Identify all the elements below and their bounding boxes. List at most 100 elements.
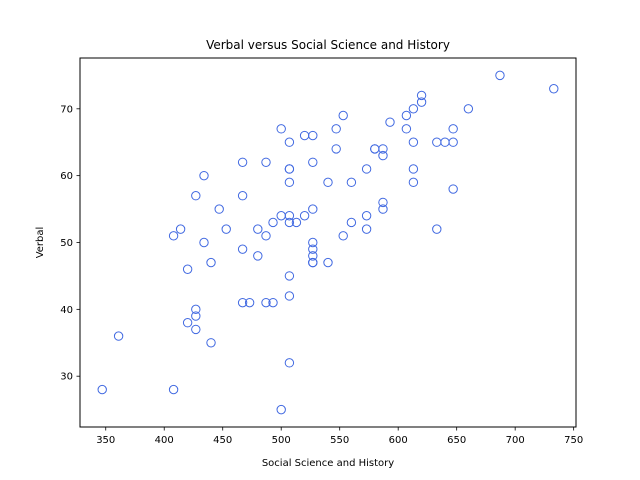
x-tick-label: 450	[213, 435, 232, 446]
data-point	[432, 224, 442, 234]
data-point	[299, 211, 310, 221]
x-tick-label: 400	[155, 435, 174, 446]
data-point	[276, 124, 286, 134]
data-point	[244, 297, 255, 308]
data-point	[416, 97, 427, 107]
y-tick-label: 70	[60, 104, 73, 115]
data-point	[401, 110, 412, 121]
data-point	[463, 104, 474, 114]
x-tick-label: 500	[272, 435, 291, 446]
data-point	[284, 137, 295, 147]
data-point	[323, 177, 333, 188]
data-point	[361, 211, 372, 221]
chart-title: Verbal versus Social Science and History	[206, 38, 450, 52]
data-point	[261, 297, 271, 308]
data-point	[191, 304, 201, 315]
data-point	[401, 124, 412, 134]
data-point	[221, 224, 231, 234]
data-point	[408, 164, 419, 174]
data-point	[378, 197, 388, 208]
data-point	[408, 137, 419, 147]
data-point	[308, 204, 318, 214]
data-point	[308, 157, 318, 167]
data-point	[385, 117, 395, 127]
data-point	[284, 271, 295, 281]
data-point	[284, 217, 295, 228]
data-point	[378, 144, 388, 154]
x-tick-label: 350	[96, 435, 115, 446]
data-point	[299, 130, 310, 141]
x-tick-label: 600	[389, 435, 408, 446]
data-point	[261, 157, 271, 167]
data-point	[261, 231, 271, 241]
data-point	[113, 331, 124, 341]
data-point	[253, 251, 263, 261]
data-point	[182, 264, 193, 274]
data-point	[268, 217, 278, 228]
data-point	[448, 124, 458, 134]
data-point	[276, 211, 286, 221]
data-point	[168, 231, 179, 241]
data-point	[331, 144, 341, 154]
data-point	[378, 204, 388, 214]
data-point	[97, 384, 107, 395]
plot-frame	[79, 57, 577, 428]
data-point	[308, 237, 318, 248]
data-point	[448, 184, 458, 194]
data-point	[361, 224, 372, 234]
data-point	[408, 104, 419, 114]
data-point	[308, 130, 318, 141]
x-tick-label: 550	[330, 435, 349, 446]
y-tick-label: 50	[60, 238, 73, 249]
data-point	[495, 70, 505, 81]
data-point	[370, 144, 380, 154]
data-point	[253, 224, 263, 234]
data-point	[338, 110, 348, 121]
axis-labels: Social Science and History Verbal	[35, 227, 394, 469]
data-point	[206, 338, 216, 348]
data-point	[432, 137, 442, 147]
data-point	[199, 170, 209, 181]
data-point	[346, 217, 357, 228]
data-point	[182, 318, 193, 328]
data-point	[284, 358, 295, 368]
x-axis-label: Social Science and History	[262, 458, 394, 469]
data-point	[276, 404, 286, 415]
data-point	[440, 137, 450, 147]
data-point	[448, 137, 458, 147]
data-point	[331, 124, 341, 134]
axes	[79, 57, 577, 428]
data-points	[97, 70, 559, 415]
x-tick-label: 750	[564, 435, 583, 446]
y-tick-label: 60	[60, 171, 73, 182]
data-point	[191, 311, 201, 321]
data-point	[416, 90, 427, 101]
data-point	[323, 257, 333, 268]
y-tick-label: 30	[60, 372, 73, 383]
data-point	[199, 237, 209, 248]
data-point	[308, 257, 318, 268]
data-point	[346, 177, 357, 188]
data-point	[237, 244, 248, 254]
data-point	[284, 164, 295, 174]
data-point	[378, 150, 388, 161]
data-point	[549, 84, 559, 94]
y-axis-label: Verbal	[35, 227, 46, 259]
data-point	[408, 177, 419, 188]
tick-group: 350 400 450 500 550 600 650 700 750 30 40 50 60 70	[60, 104, 583, 446]
data-point	[361, 164, 372, 174]
data-point	[175, 224, 186, 234]
data-point	[168, 384, 179, 395]
y-tick-label: 40	[60, 305, 73, 316]
data-point	[237, 297, 248, 308]
data-point	[291, 217, 302, 228]
data-point	[206, 257, 216, 268]
data-point	[191, 324, 201, 335]
data-point	[338, 231, 348, 241]
data-point	[191, 191, 201, 201]
data-point	[237, 157, 248, 167]
data-point	[308, 251, 318, 261]
chart-title-group: Verbal versus Social Science and History	[206, 38, 450, 52]
